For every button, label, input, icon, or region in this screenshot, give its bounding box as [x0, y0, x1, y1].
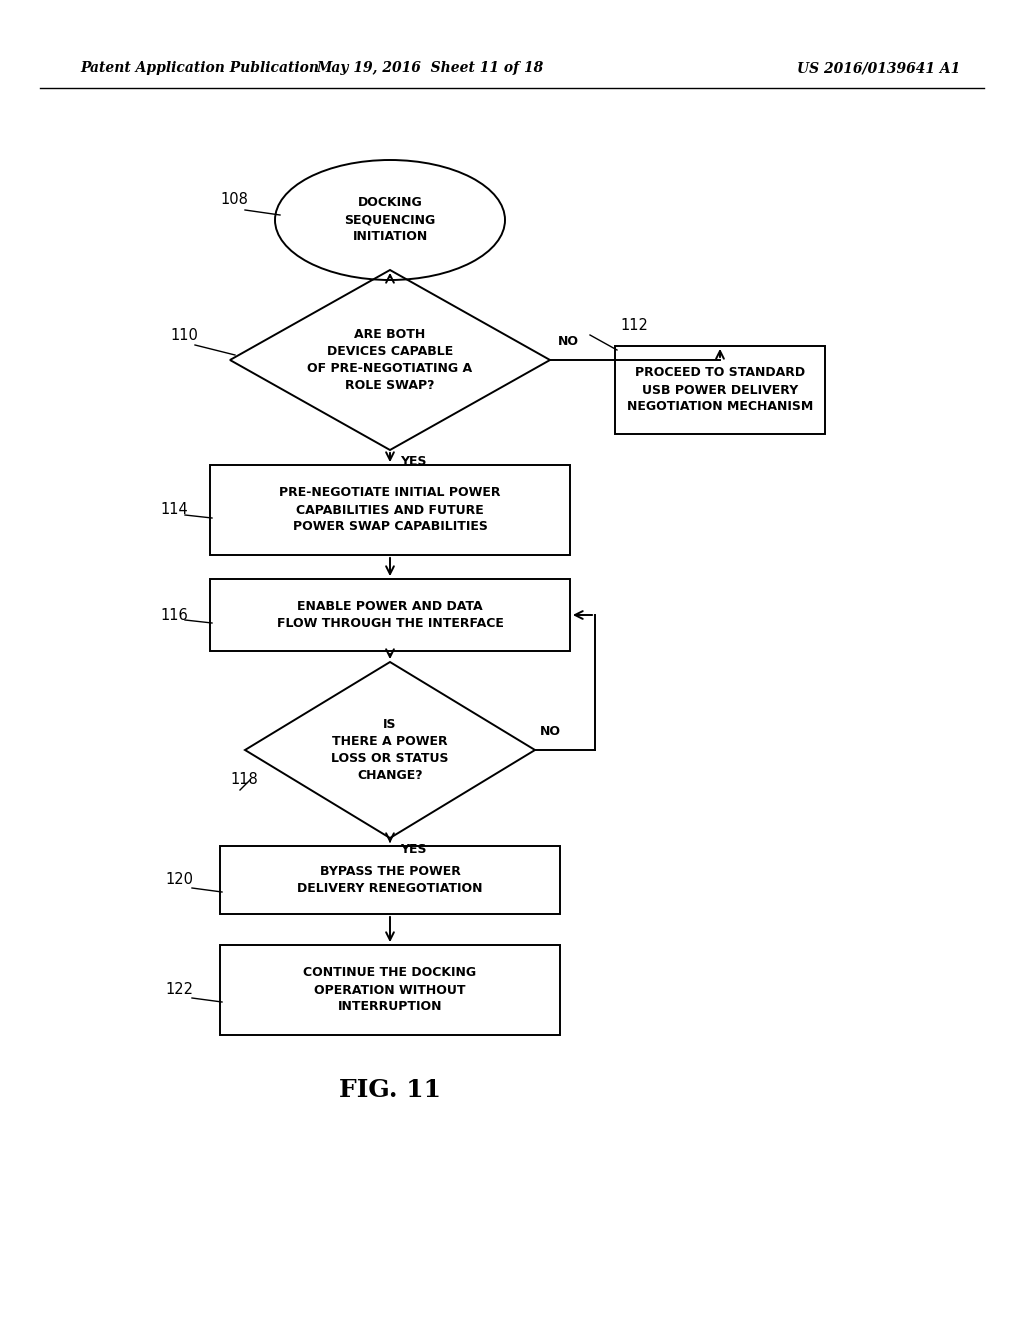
- Text: 120: 120: [165, 873, 193, 887]
- Text: Patent Application Publication: Patent Application Publication: [80, 61, 319, 75]
- Bar: [615, 346, 825, 434]
- Text: PROCEED TO STANDARD
USB POWER DELIVERY
NEGOTIATION MECHANISM: PROCEED TO STANDARD USB POWER DELIVERY N…: [627, 367, 813, 413]
- Text: FIG. 11: FIG. 11: [339, 1078, 441, 1102]
- Text: 112: 112: [620, 318, 648, 333]
- Text: YES: YES: [400, 843, 427, 855]
- Text: NO: NO: [540, 725, 561, 738]
- Text: 122: 122: [165, 982, 193, 998]
- Text: ENABLE POWER AND DATA
FLOW THROUGH THE INTERFACE: ENABLE POWER AND DATA FLOW THROUGH THE I…: [276, 601, 504, 630]
- Text: 116: 116: [160, 607, 187, 623]
- Text: NO: NO: [558, 335, 579, 348]
- Text: US 2016/0139641 A1: US 2016/0139641 A1: [797, 61, 961, 75]
- Text: May 19, 2016  Sheet 11 of 18: May 19, 2016 Sheet 11 of 18: [316, 61, 544, 75]
- Text: 114: 114: [160, 503, 187, 517]
- Text: PRE-NEGOTIATE INITIAL POWER
CAPABILITIES AND FUTURE
POWER SWAP CAPABILITIES: PRE-NEGOTIATE INITIAL POWER CAPABILITIES…: [280, 487, 501, 533]
- Text: IS
THERE A POWER
LOSS OR STATUS
CHANGE?: IS THERE A POWER LOSS OR STATUS CHANGE?: [331, 718, 449, 781]
- Bar: [220, 945, 560, 1035]
- Text: CONTINUE THE DOCKING
OPERATION WITHOUT
INTERRUPTION: CONTINUE THE DOCKING OPERATION WITHOUT I…: [303, 966, 476, 1014]
- Text: 110: 110: [170, 327, 198, 342]
- Text: 118: 118: [230, 772, 258, 788]
- Text: 108: 108: [220, 193, 248, 207]
- Text: ARE BOTH
DEVICES CAPABLE
OF PRE-NEGOTIATING A
ROLE SWAP?: ARE BOTH DEVICES CAPABLE OF PRE-NEGOTIAT…: [307, 327, 472, 392]
- Text: YES: YES: [400, 455, 427, 469]
- Text: BYPASS THE POWER
DELIVERY RENEGOTIATION: BYPASS THE POWER DELIVERY RENEGOTIATION: [297, 865, 482, 895]
- Bar: [220, 846, 560, 913]
- Bar: [210, 579, 570, 651]
- Text: DOCKING
SEQUENCING
INITIATION: DOCKING SEQUENCING INITIATION: [344, 197, 435, 243]
- Bar: [210, 465, 570, 554]
